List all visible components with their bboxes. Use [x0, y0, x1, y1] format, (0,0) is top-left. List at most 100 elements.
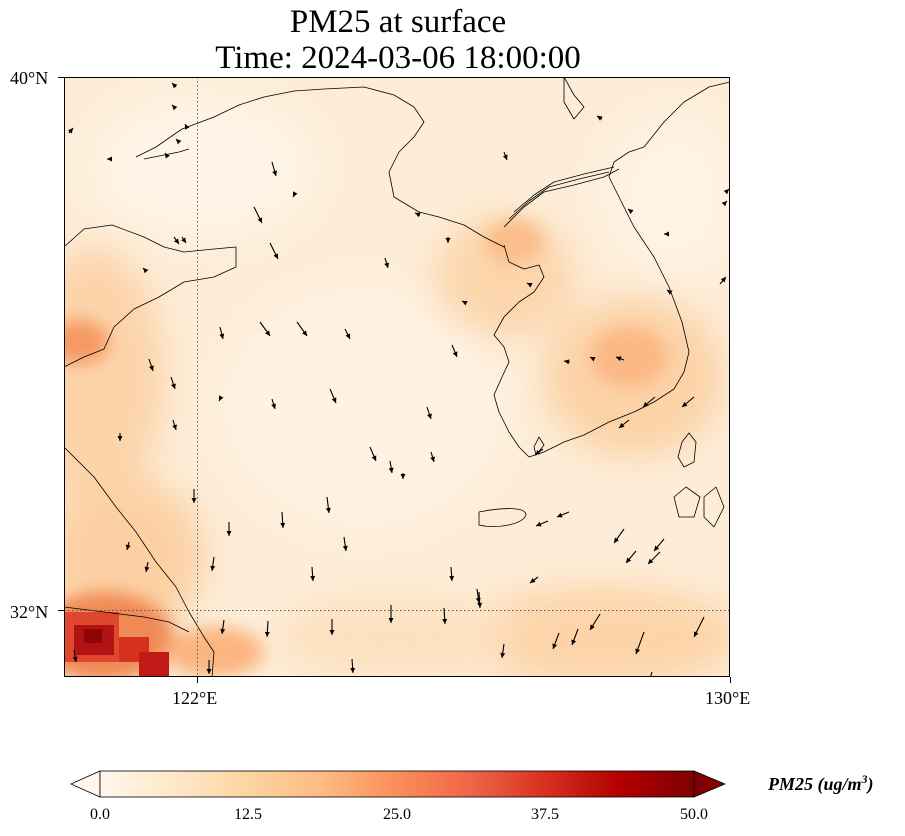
pm25-field-peak	[64, 612, 169, 677]
wind-vector-field	[67, 82, 730, 677]
wind-arrowhead-icon	[220, 628, 226, 634]
wind-arrowhead-icon	[293, 191, 298, 197]
colorbar-title-close: )	[867, 774, 874, 794]
wind-arrowhead-icon	[331, 397, 337, 403]
wind-arrowhead-icon	[427, 413, 432, 419]
colorbar-tick-label: 37.5	[531, 806, 559, 823]
wind-arrowhead-icon	[280, 522, 286, 528]
wind-arrowhead-icon	[664, 231, 669, 237]
wind-arrowhead-icon	[165, 153, 170, 159]
wind-arrowhead-icon	[172, 424, 177, 430]
wind-arrowhead-icon	[388, 467, 394, 473]
wind-arrowhead-icon	[271, 403, 276, 409]
wind-arrowhead-icon	[302, 330, 307, 336]
wind-arrowhead-icon	[590, 357, 596, 362]
latitude-label-40n: 40°N	[10, 68, 49, 88]
wind-arrowhead-icon	[721, 201, 727, 207]
wind-arrowhead-icon	[535, 450, 541, 455]
wind-arrowhead-icon	[400, 474, 406, 479]
wind-arrowhead-icon	[181, 237, 186, 243]
wind-arrowhead-icon	[430, 456, 435, 462]
colorbar-tick-label: 25.0	[383, 806, 411, 823]
title-time: Time: 2024-03-06 18:00:00	[215, 40, 581, 76]
gridlines	[64, 77, 730, 677]
wind-arrow-icon	[649, 671, 653, 677]
colorbar-title-superscript: 3	[861, 772, 868, 786]
wind-arrowhead-icon	[597, 116, 603, 121]
wind-arrowhead-icon	[500, 652, 506, 658]
wind-arrowhead-icon	[176, 139, 182, 145]
wind-arrowhead-icon	[107, 156, 112, 162]
colorbar-title-main: PM25 (ug/m	[768, 774, 862, 794]
wind-arrowhead-icon	[149, 365, 154, 371]
wind-arrowhead-icon	[206, 669, 212, 674]
wind-arrowhead-icon	[667, 290, 673, 295]
wind-arrowhead-icon	[614, 537, 619, 543]
wind-arrowhead-icon	[654, 545, 660, 551]
wind-arrowhead-icon	[172, 105, 178, 111]
wind-arrowhead-icon	[723, 189, 729, 195]
wind-arrowhead-icon	[272, 170, 278, 176]
wind-arrowhead-icon	[342, 545, 348, 551]
wind-arrowhead-icon	[477, 602, 483, 608]
latitude-tick	[58, 610, 64, 611]
wind-arrowhead-icon	[502, 154, 508, 160]
wind-arrowhead-icon	[219, 333, 225, 339]
wind-arrowhead-icon	[590, 624, 595, 630]
wind-arrowhead-icon	[329, 630, 335, 635]
wind-arrowhead-icon	[536, 521, 542, 527]
wind-arrowhead-icon	[185, 124, 190, 130]
wind-arrowhead-icon	[557, 512, 563, 518]
wind-arrowhead-icon	[172, 83, 178, 89]
colorbar-tick-label: 0.0	[90, 806, 110, 823]
longitude-label-130e: 130°E	[705, 688, 751, 708]
pm25-map	[64, 77, 730, 677]
wind-arrowhead-icon	[628, 209, 634, 214]
wind-arrowhead-icon	[571, 639, 577, 645]
longitude-tick	[197, 677, 198, 683]
longitude-tick	[730, 677, 731, 683]
wind-arrowhead-icon	[171, 383, 176, 389]
wind-arrowhead-icon	[643, 401, 649, 407]
wind-arrowhead-icon	[619, 422, 625, 428]
colorbar	[70, 770, 726, 798]
coastline	[64, 77, 730, 677]
wind-arrowhead-icon	[720, 277, 726, 283]
wind-arrowhead-icon	[264, 631, 270, 637]
wind-arrowhead-icon	[694, 631, 699, 637]
wind-arrowhead-icon	[449, 575, 455, 581]
wind-arrowhead-icon	[371, 455, 377, 461]
wind-arrowhead-icon	[325, 507, 331, 513]
colorbar-extend-min	[70, 770, 101, 798]
colorbar-tick-label: 12.5	[234, 806, 262, 823]
wind-arrowhead-icon	[384, 262, 389, 268]
wind-arrowhead-icon	[626, 557, 632, 563]
wind-arrowhead-icon	[452, 351, 458, 357]
wind-arrowhead-icon	[445, 238, 451, 243]
wind-arrowhead-icon	[564, 359, 570, 365]
wind-arrowhead-icon	[72, 656, 78, 662]
wind-arrowhead-icon	[442, 618, 448, 624]
latitude-tick	[58, 77, 64, 78]
wind-arrowhead-icon	[265, 330, 270, 336]
wind-arrowhead-icon	[226, 531, 232, 536]
wind-arrowhead-icon	[345, 333, 350, 339]
wind-arrowhead-icon	[174, 238, 179, 244]
title-variable: PM25 at surface	[289, 4, 507, 40]
colorbar-extend-max	[693, 770, 726, 798]
colorbar-gradient	[99, 770, 695, 798]
wind-arrowhead-icon	[682, 401, 688, 407]
wind-arrowhead-icon	[117, 436, 123, 441]
wind-arrowhead-icon	[273, 253, 278, 259]
wind-arrowhead-icon	[527, 283, 533, 288]
wind-arrowhead-icon	[388, 618, 394, 623]
wind-arrowhead-icon	[210, 565, 216, 571]
wind-arrowhead-icon	[191, 498, 197, 503]
wind-arrowhead-icon	[530, 578, 536, 583]
wind-arrowhead-icon	[462, 301, 468, 306]
colorbar-tick-label: 50.0	[680, 806, 708, 823]
wind-arrowhead-icon	[219, 395, 224, 401]
wind-arrowhead-icon	[310, 575, 316, 581]
colorbar-title: PM25 (ug/m3)	[768, 772, 874, 795]
wind-arrowhead-icon	[144, 566, 150, 572]
